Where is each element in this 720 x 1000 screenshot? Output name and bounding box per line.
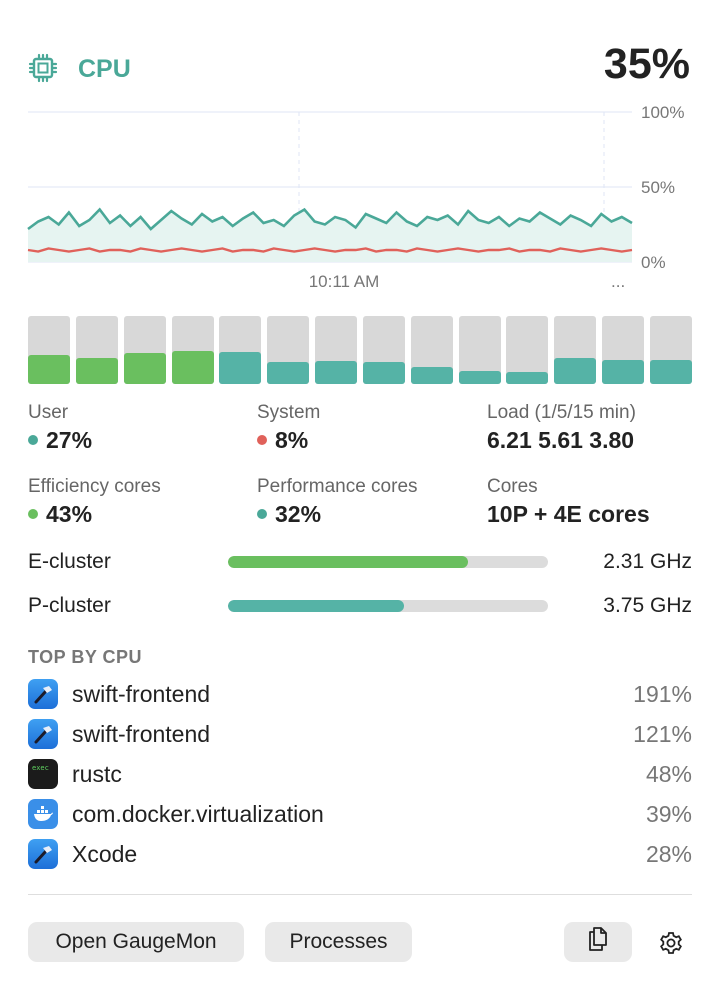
e-cluster-bar xyxy=(228,556,548,568)
p-cluster-bar-fill xyxy=(228,600,404,612)
core-bar-fill xyxy=(28,354,70,384)
process-row[interactable]: exec rustc 48% xyxy=(28,757,692,791)
y-tick-label: 50% xyxy=(641,178,675,197)
stat-performance: Performance cores 32% xyxy=(257,475,418,529)
core-bar xyxy=(362,316,405,384)
core-bar-fill xyxy=(554,358,597,384)
section-title: TOP BY CPU xyxy=(28,647,143,667)
stat-label: Load (1/5/15 min) xyxy=(487,402,636,423)
core-bar xyxy=(267,316,310,384)
performance-dot-icon xyxy=(257,509,267,519)
stat-load: Load (1/5/15 min) 6.21 5.61 3.80 xyxy=(487,401,636,455)
stat-value: 6.21 5.61 3.80 xyxy=(487,427,635,453)
process-cpu: 28% xyxy=(645,841,692,867)
p-cluster-bar xyxy=(228,600,548,612)
efficiency-dot-icon xyxy=(28,509,38,519)
stat-label: Cores xyxy=(487,476,538,497)
core-load-bars xyxy=(28,316,692,384)
core-bar-fill xyxy=(219,352,262,384)
stat-label: Performance cores xyxy=(257,476,418,497)
core-bar-fill xyxy=(267,362,310,384)
process-row[interactable]: swift-frontend 121% xyxy=(28,717,692,751)
open-gaugemon-button[interactable]: Open GaugeMon xyxy=(28,922,244,962)
xcode-hammer-icon xyxy=(28,679,58,709)
y-tick-label: 0% xyxy=(641,253,666,272)
process-name: Xcode xyxy=(72,841,138,867)
series-line-system xyxy=(27,247,633,253)
series-line-user xyxy=(27,207,633,231)
process-row[interactable]: Xcode 28% xyxy=(28,837,692,871)
user-dot-icon xyxy=(28,435,38,445)
cpu-chip-icon xyxy=(28,53,58,83)
stat-cores: Cores 10P + 4E cores xyxy=(487,475,650,529)
process-cpu: 191% xyxy=(633,681,692,707)
core-bar-fill xyxy=(362,362,405,384)
copy-icon xyxy=(586,926,610,958)
process-name: swift-frontend xyxy=(72,721,211,747)
process-cpu: 48% xyxy=(645,761,692,787)
core-bar-fill xyxy=(315,360,358,384)
xcode-hammer-icon xyxy=(28,839,58,869)
process-row[interactable]: swift-frontend 191% xyxy=(28,677,692,711)
settings-button[interactable] xyxy=(658,930,684,956)
copy-button[interactable] xyxy=(564,922,632,962)
stat-efficiency: Efficiency cores 43% xyxy=(28,475,161,529)
process-cpu: 39% xyxy=(645,801,692,827)
page-title: CPU xyxy=(78,55,131,83)
process-name: com.docker.virtualization xyxy=(72,801,324,827)
stat-value: 10P + 4E cores xyxy=(487,501,650,527)
stat-system: System 8% xyxy=(257,401,320,455)
e-cluster-label: E-cluster xyxy=(28,550,111,573)
y-tick-label: 100% xyxy=(641,103,684,122)
divider xyxy=(28,894,692,895)
cpu-usage-total: 35% xyxy=(603,40,690,88)
core-bar xyxy=(506,316,549,384)
stat-value: 8% xyxy=(275,427,309,453)
e-cluster-freq: 2.31 GHz xyxy=(603,550,692,573)
p-cluster-freq: 3.75 GHz xyxy=(603,594,692,617)
processes-button[interactable]: Processes xyxy=(265,922,412,962)
core-bar-fill xyxy=(123,353,166,384)
core-bar xyxy=(315,316,358,384)
core-bar-fill xyxy=(458,371,501,384)
process-cpu: 121% xyxy=(633,721,692,747)
stat-label: User xyxy=(28,402,69,423)
stat-label: System xyxy=(257,402,321,423)
process-name: rustc xyxy=(72,761,122,787)
p-cluster-label: P-cluster xyxy=(28,594,111,617)
core-bar xyxy=(75,316,118,384)
terminal-exec-icon: exec xyxy=(28,759,58,789)
system-dot-icon xyxy=(257,435,267,445)
stat-label: Efficiency cores xyxy=(28,476,161,497)
gear-icon xyxy=(658,932,684,960)
core-bar xyxy=(171,316,214,384)
stat-value: 32% xyxy=(275,501,322,527)
core-bar-fill xyxy=(602,360,645,384)
stat-value: 27% xyxy=(46,427,93,453)
xcode-hammer-icon xyxy=(28,719,58,749)
process-name: swift-frontend xyxy=(72,681,211,707)
core-bar xyxy=(554,316,597,384)
core-bar xyxy=(219,316,262,384)
core-bar xyxy=(458,316,501,384)
stat-user: User 27% xyxy=(28,401,92,455)
cpu-history-chart: 100% 50% 0% 10:11 AM ... xyxy=(27,103,684,291)
core-bar xyxy=(602,316,645,384)
exec-icon-text: exec xyxy=(32,764,49,772)
core-bar xyxy=(28,316,70,384)
x-tick-label: 10:11 AM xyxy=(309,272,380,291)
process-row[interactable]: com.docker.virtualization 39% xyxy=(28,797,692,831)
core-bar xyxy=(123,316,166,384)
core-bar-fill xyxy=(171,350,214,384)
x-tick-label: ... xyxy=(611,272,625,291)
core-bar-fill xyxy=(649,359,692,384)
core-bar-fill xyxy=(75,358,118,384)
stat-value: 43% xyxy=(46,501,93,527)
docker-whale-icon xyxy=(28,799,58,829)
core-bar xyxy=(410,316,453,384)
e-cluster-bar-fill xyxy=(228,556,468,568)
core-bar xyxy=(649,316,692,384)
core-bar-fill xyxy=(410,367,453,384)
core-bar-fill xyxy=(506,372,549,384)
